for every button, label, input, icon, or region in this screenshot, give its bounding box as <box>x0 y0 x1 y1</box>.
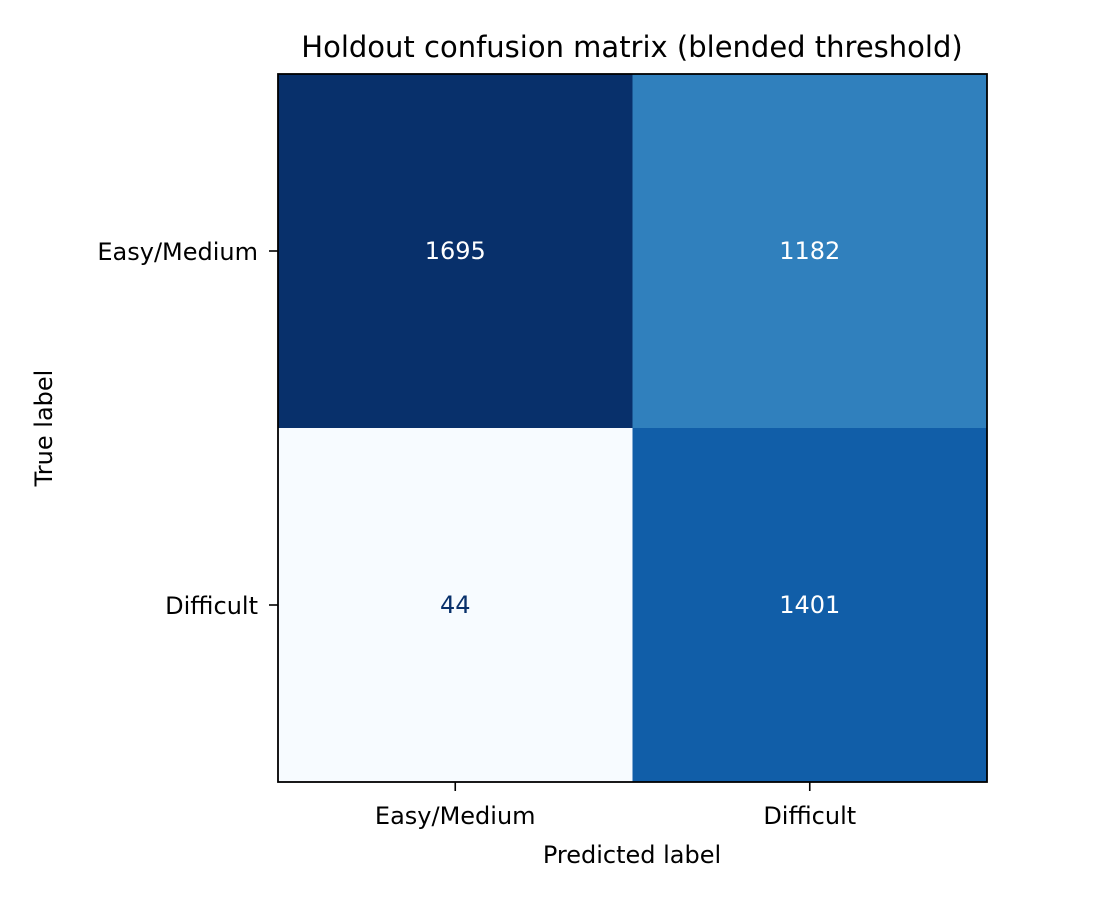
cell-easy-medium-vs-difficult <box>632 74 988 429</box>
cell-difficult-vs-difficult <box>632 428 988 783</box>
cell-value-label: 1182 <box>779 237 840 265</box>
x-axis-label: Predicted label <box>543 841 721 869</box>
cell-value-label: 1401 <box>779 591 840 619</box>
y-axis-label: True label <box>30 370 58 488</box>
cell-value-label: 1695 <box>425 237 486 265</box>
matrix-cells <box>278 74 988 783</box>
cell-value-labels: 1695 1182 44 1401 <box>425 237 841 619</box>
plot-frame <box>277 73 988 783</box>
y-axis-ticks: Easy/Medium Difficult <box>97 238 278 620</box>
y-tick-label: Easy/Medium <box>97 238 258 266</box>
x-axis-ticks: Easy/Medium Difficult <box>375 782 856 830</box>
y-tick-label: Difficult <box>165 592 258 620</box>
cell-value-label: 44 <box>440 591 471 619</box>
cell-easy-medium-vs-easy-medium <box>278 74 633 429</box>
x-tick-label: Difficult <box>763 802 856 830</box>
chart-title: Holdout confusion matrix (blended thresh… <box>301 30 962 64</box>
cell-difficult-vs-easy-medium <box>278 428 633 783</box>
x-tick-label: Easy/Medium <box>375 802 536 830</box>
